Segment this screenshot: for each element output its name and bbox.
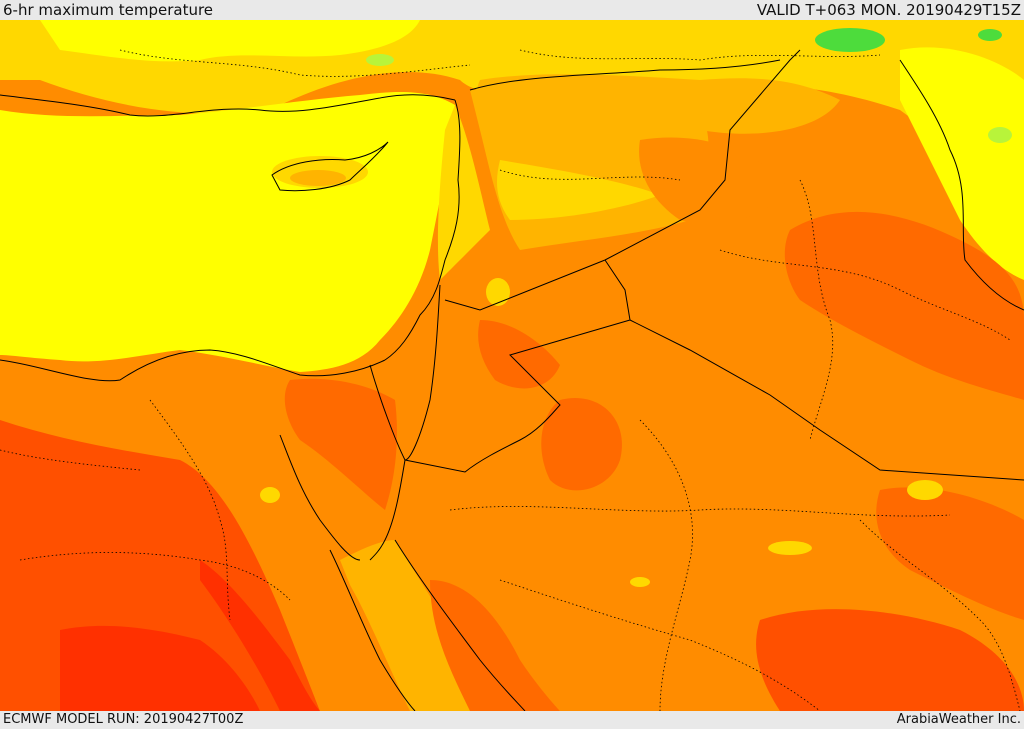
zone-anatolia-yellow	[40, 20, 420, 62]
zone-mediterranean	[0, 92, 455, 373]
dot-iraq-1	[719, 249, 1011, 341]
temperature-map	[0, 20, 1024, 711]
dot-saudi-1	[449, 506, 951, 517]
coast-gulf-aqaba	[369, 459, 406, 561]
border-egypt-israel	[369, 364, 406, 461]
credit: ArabiaWeather Inc.	[896, 712, 1021, 727]
dot-saudi-4	[859, 519, 1021, 711]
coast-red-sea-east	[394, 539, 526, 711]
zone-levant-coast	[437, 105, 490, 280]
country-borders	[0, 49, 1024, 711]
map-title: 6-hr maximum temperature	[3, 1, 214, 19]
dot-egypt-3	[0, 449, 141, 471]
zone-sinai-dark	[284, 378, 397, 510]
border-iraq-saudi	[629, 319, 1024, 481]
zone-yellow-patch-1	[486, 278, 510, 306]
coast-red-sea-west	[329, 549, 416, 711]
province-borders	[0, 49, 1021, 711]
zone-egypt-nile-red	[200, 560, 320, 711]
coast-cyprus	[271, 141, 389, 192]
dot-turkey-2	[519, 49, 881, 61]
zone-yellow-patch-3	[907, 480, 943, 500]
zone-saudi-dark-3	[756, 609, 1024, 711]
zone-saudi-dark-4	[876, 487, 1024, 620]
zone-green-patch-3	[366, 54, 394, 66]
zone-jordan-dark	[478, 320, 560, 389]
valid-time: VALID T+063 MON. 20190429T15Z	[756, 1, 1021, 19]
footer-bar: ECMWF MODEL RUN: 20190427T00Z ArabiaWeat…	[0, 711, 1024, 729]
zone-northeast-yellow	[900, 47, 1024, 281]
coast-gulf-suez	[279, 434, 361, 561]
zone-green-patch-1	[815, 28, 885, 52]
dot-egypt-2	[149, 399, 231, 621]
border-iraq-iran	[899, 59, 1024, 311]
zone-syria-yellow-band	[497, 160, 660, 220]
zone-green-patch-4	[988, 127, 1012, 143]
coast-levant	[384, 99, 461, 361]
temperature-fill	[0, 20, 1024, 711]
zone-yellow-patch-5	[630, 577, 650, 587]
dot-turkey-1	[119, 49, 471, 77]
zone-saudi-dark-1	[541, 398, 622, 491]
coast-turkey-south	[0, 94, 456, 117]
header-bar: 6-hr maximum temperature VALID T+063 MON…	[0, 0, 1024, 20]
zone-yellow-patch-4	[260, 487, 280, 503]
zone-cyprus-inner	[290, 170, 346, 186]
border-jordan-syria	[444, 259, 606, 311]
zone-yellow-patch-2	[768, 541, 812, 555]
border-jordan-saudi	[404, 259, 631, 473]
zone-egypt-red	[60, 625, 260, 711]
zone-green-patch-2	[978, 29, 1002, 41]
border-jordan-west	[404, 284, 441, 461]
border-syria-iraq	[604, 49, 801, 261]
zone-iraq-dark	[784, 211, 1024, 400]
coast-egypt-north	[0, 349, 386, 382]
zone-iraq-orange	[639, 137, 790, 224]
model-run: ECMWF MODEL RUN: 20190427T00Z	[3, 712, 244, 727]
zone-saudi-dark-2	[430, 580, 560, 711]
border-turkey-syria	[469, 59, 781, 91]
